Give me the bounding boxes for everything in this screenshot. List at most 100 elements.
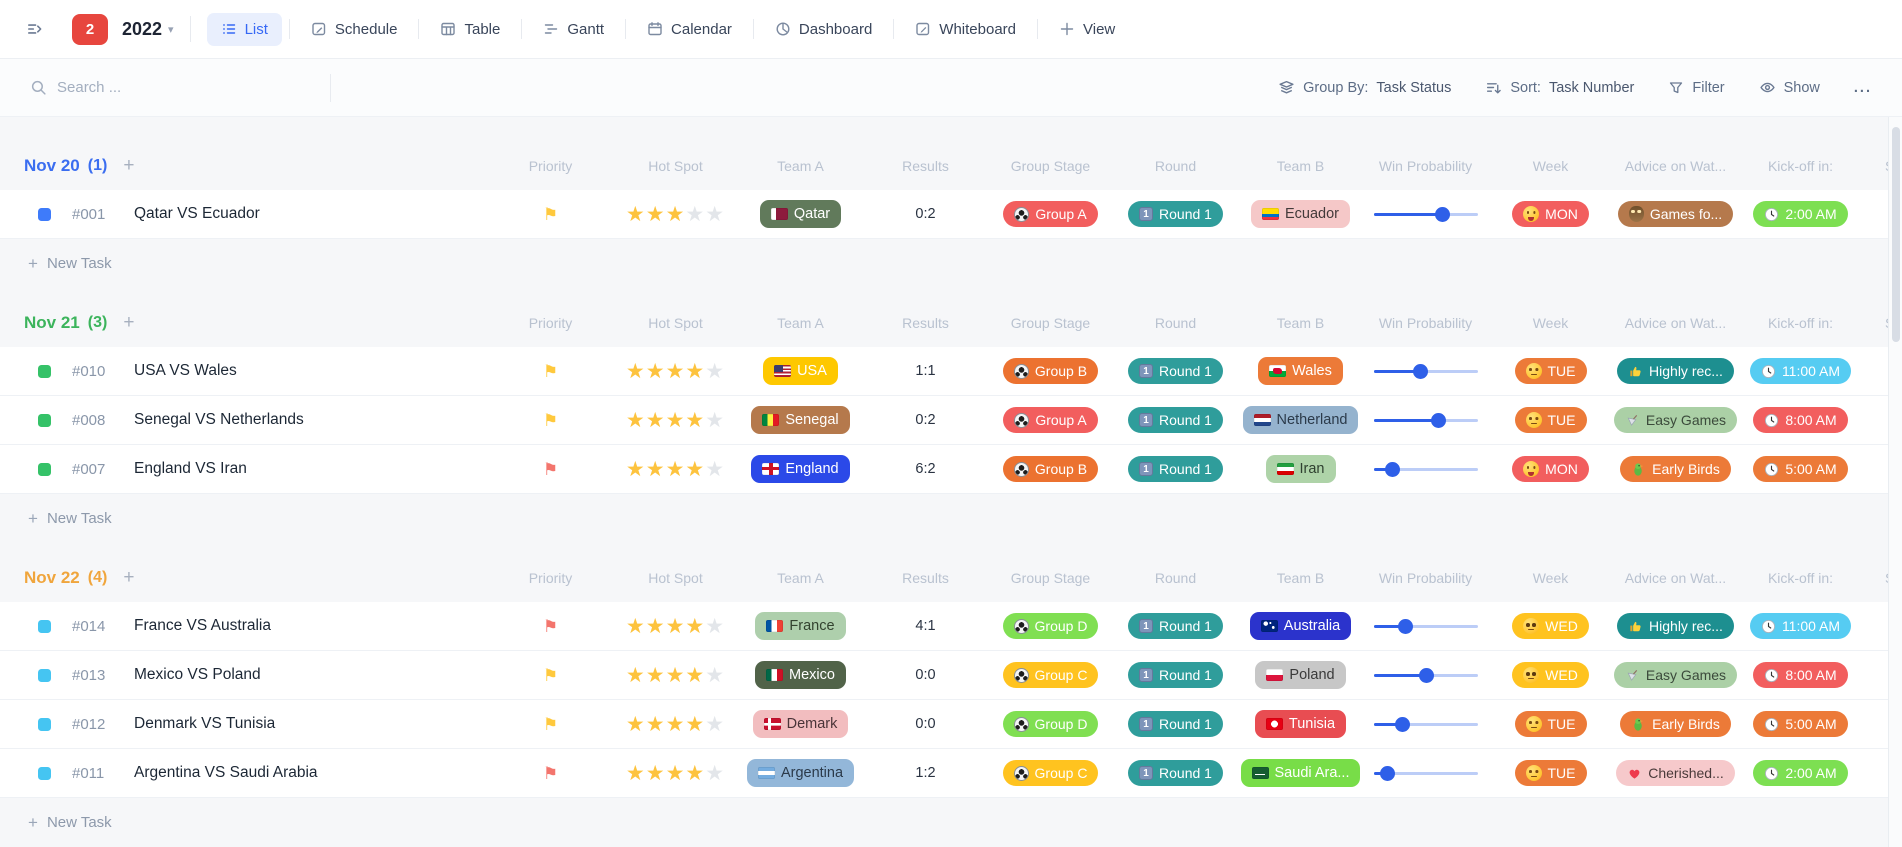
slider-thumb[interactable] xyxy=(1430,412,1446,428)
add-task-icon[interactable]: + xyxy=(123,312,135,333)
kickoff-pill[interactable]: 5:00 AM xyxy=(1753,711,1848,737)
star-icon[interactable]: ★ xyxy=(645,761,665,785)
priority-cell[interactable]: ⚑ xyxy=(488,363,613,380)
new-task-button[interactable]: + New Task xyxy=(0,494,1902,543)
show-control[interactable]: Show xyxy=(1759,79,1820,96)
task-status-checkbox[interactable] xyxy=(38,462,51,476)
priority-flag-icon[interactable]: ⚑ xyxy=(542,459,559,479)
priority-flag-icon[interactable]: ⚑ xyxy=(542,361,559,381)
tab-calendar[interactable]: Calendar xyxy=(633,13,746,46)
team-a-cell[interactable]: Qatar xyxy=(738,200,863,228)
team-b-pill[interactable]: Wales xyxy=(1258,357,1343,385)
results-cell[interactable]: 0:0 xyxy=(863,716,988,732)
win-probability-slider[interactable] xyxy=(1373,363,1478,379)
advice-cell[interactable]: Early Birds xyxy=(1613,456,1738,482)
tab-gantt[interactable]: Gantt xyxy=(529,13,618,46)
round-cell[interactable]: 1 Round 1 xyxy=(1113,456,1238,482)
new-task-button[interactable]: + New Task xyxy=(0,798,1902,847)
slider-thumb[interactable] xyxy=(1394,716,1410,732)
task-name[interactable]: England VS Iran xyxy=(134,460,247,477)
hot-spot-cell[interactable]: ★ ★ ★ ★ ★ xyxy=(613,361,738,382)
star-icon[interactable]: ★ xyxy=(645,457,665,481)
priority-cell[interactable]: ⚑ xyxy=(488,765,613,782)
group-stage-cell[interactable]: Group C xyxy=(988,760,1113,786)
win-probability-slider[interactable] xyxy=(1373,461,1478,477)
round-cell[interactable]: 1 Round 1 xyxy=(1113,760,1238,786)
win-probability-cell[interactable] xyxy=(1363,461,1488,477)
group-by-control[interactable]: Group By: Task Status xyxy=(1278,79,1451,96)
tab-list[interactable]: List xyxy=(206,12,282,46)
results-cell[interactable]: 1:1 xyxy=(863,363,988,379)
star-icon[interactable]: ★ xyxy=(685,457,705,481)
team-b-cell[interactable]: Wales xyxy=(1238,357,1363,385)
star-icon[interactable]: ★ xyxy=(685,614,705,638)
team-b-cell[interactable]: Tunisia xyxy=(1238,710,1363,738)
team-b-cell[interactable]: Ecuador xyxy=(1238,200,1363,228)
add-task-icon[interactable]: + xyxy=(123,155,135,176)
advice-cell[interactable]: Cherished... xyxy=(1613,760,1738,786)
kickoff-pill[interactable]: 2:00 AM xyxy=(1753,760,1848,786)
win-probability-slider[interactable] xyxy=(1373,618,1478,634)
win-probability-cell[interactable] xyxy=(1363,206,1488,222)
week-pill[interactable]: TUE xyxy=(1514,358,1587,384)
kickoff-cell[interactable]: 8:00 AM xyxy=(1738,407,1863,433)
scrollbar-thumb[interactable] xyxy=(1892,127,1900,342)
week-pill[interactable]: TUE xyxy=(1514,711,1587,737)
team-a-cell[interactable]: Argentina xyxy=(738,759,863,787)
priority-cell[interactable]: ⚑ xyxy=(488,412,613,429)
team-b-pill[interactable]: Iran xyxy=(1265,455,1336,483)
week-cell[interactable]: MON xyxy=(1488,456,1613,482)
star-icon[interactable]: ★ xyxy=(625,202,645,226)
slider-thumb[interactable] xyxy=(1418,667,1434,683)
star-icon[interactable]: ★ xyxy=(705,457,725,481)
team-a-pill[interactable]: USA xyxy=(763,357,838,385)
team-a-pill[interactable]: Mexico xyxy=(755,661,846,689)
group-stage-cell[interactable]: Group B xyxy=(988,358,1113,384)
star-icon[interactable]: ★ xyxy=(685,202,705,226)
kickoff-cell[interactable]: 11:00 AM xyxy=(1738,358,1863,384)
kickoff-pill[interactable]: 2:00 AM xyxy=(1753,201,1848,227)
task-status-checkbox[interactable] xyxy=(38,207,51,221)
win-probability-cell[interactable] xyxy=(1363,667,1488,683)
week-pill[interactable]: TUE xyxy=(1514,407,1587,433)
sort-control[interactable]: Sort: Task Number xyxy=(1485,79,1634,96)
team-a-pill[interactable]: France xyxy=(755,612,846,640)
task-row[interactable]: #013 Mexico VS Poland ⚑ ★ ★ ★ ★ ★ Mexico 0:0 Group… xyxy=(0,651,1902,700)
priority-cell[interactable]: ⚑ xyxy=(488,461,613,478)
priority-cell[interactable]: ⚑ xyxy=(488,206,613,223)
week-pill[interactable]: WED xyxy=(1512,613,1589,639)
star-rating[interactable]: ★ ★ ★ ★ ★ xyxy=(626,361,725,382)
advice-pill[interactable]: Easy Games xyxy=(1613,407,1738,433)
hot-spot-cell[interactable]: ★ ★ ★ ★ ★ xyxy=(613,616,738,637)
week-cell[interactable]: MON xyxy=(1488,201,1613,227)
tab-dashboard[interactable]: Dashboard xyxy=(761,13,886,46)
slider-thumb[interactable] xyxy=(1435,206,1451,222)
win-probability-slider[interactable] xyxy=(1373,716,1478,732)
week-cell[interactable]: TUE xyxy=(1488,358,1613,384)
priority-flag-icon[interactable]: ⚑ xyxy=(542,410,559,430)
team-b-cell[interactable]: Netherland xyxy=(1238,406,1363,434)
star-icon[interactable]: ★ xyxy=(665,457,685,481)
task-row[interactable]: #012 Denmark VS Tunisia ⚑ ★ ★ ★ ★ ★ Demark 0:0 Gro… xyxy=(0,700,1902,749)
star-icon[interactable]: ★ xyxy=(645,614,665,638)
slider-thumb[interactable] xyxy=(1397,618,1413,634)
team-b-pill[interactable]: Saudi Ara... xyxy=(1240,759,1361,787)
priority-flag-icon[interactable]: ⚑ xyxy=(542,763,559,783)
team-a-pill[interactable]: Senegal xyxy=(751,406,850,434)
team-b-cell[interactable]: Saudi Ara... xyxy=(1238,759,1363,787)
priority-cell[interactable]: ⚑ xyxy=(488,618,613,635)
advice-pill[interactable]: Highly rec... xyxy=(1617,613,1734,639)
win-probability-slider[interactable] xyxy=(1373,765,1478,781)
task-name[interactable]: Mexico VS Poland xyxy=(134,666,261,683)
team-b-cell[interactable]: Poland xyxy=(1238,661,1363,689)
group-stage-pill[interactable]: Group D xyxy=(1002,711,1099,737)
hot-spot-cell[interactable]: ★ ★ ★ ★ ★ xyxy=(613,714,738,735)
tab-whiteboard[interactable]: Whiteboard xyxy=(901,13,1030,46)
priority-flag-icon[interactable]: ⚑ xyxy=(542,204,559,224)
advice-cell[interactable]: Highly rec... xyxy=(1613,613,1738,639)
team-a-cell[interactable]: Demark xyxy=(738,710,863,738)
group-stage-cell[interactable]: Group A xyxy=(988,407,1113,433)
star-rating[interactable]: ★ ★ ★ ★ ★ xyxy=(626,410,725,431)
task-name[interactable]: France VS Australia xyxy=(134,617,271,634)
team-a-pill[interactable]: Demark xyxy=(752,710,849,738)
